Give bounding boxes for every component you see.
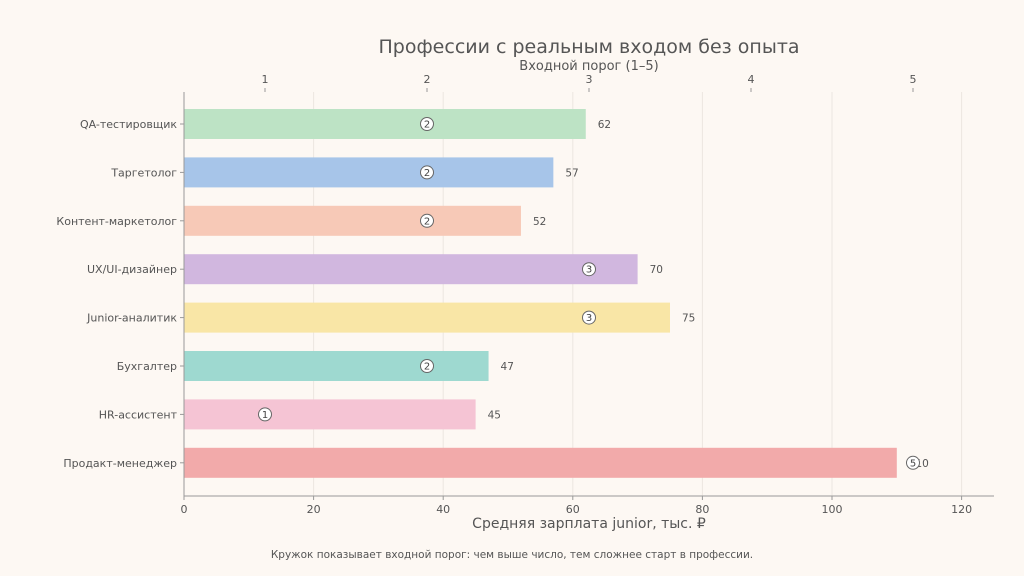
value-label: 45	[488, 409, 501, 421]
top-axis-tick-label: 1	[262, 73, 269, 86]
category-label: Бухгалтер	[117, 360, 177, 373]
bar	[184, 157, 554, 188]
top-axis-tick-label: 5	[910, 73, 917, 86]
x-tick-label: 20	[307, 503, 321, 516]
category-label: Продакт-менеджер	[63, 457, 177, 470]
x-tick-label: 0	[181, 503, 188, 516]
bar	[184, 109, 586, 139]
value-label: 52	[533, 216, 546, 228]
bar-group: Таргетолог 57 2	[110, 157, 579, 188]
category-label: HR-ассистент	[99, 408, 178, 421]
top-axis-tick-label: 4	[748, 73, 755, 86]
threshold-label: 2	[424, 120, 430, 131]
threshold-label: 3	[586, 313, 592, 324]
bar	[184, 302, 670, 333]
threshold-label: 2	[424, 168, 430, 179]
threshold-bubble	[582, 262, 596, 277]
grid	[183, 92, 963, 496]
bar-group: QA-тестировщик 62 2	[80, 109, 611, 139]
value-label: 70	[650, 264, 663, 276]
bar-group: Junior-аналитик 75 3	[86, 302, 695, 333]
bar-group: UX/UI-дизайнер 70 3	[87, 254, 663, 285]
bar	[184, 254, 638, 285]
value-label: 75	[682, 313, 695, 325]
x-tick-label: 120	[951, 503, 972, 516]
bar	[184, 447, 897, 478]
threshold-label: 2	[424, 216, 430, 227]
threshold-label: 1	[262, 410, 268, 421]
x-tick-label: 80	[695, 503, 709, 516]
footnote: Кружок показывает входной порог: чем выш…	[271, 549, 753, 561]
category-label: QA-тестировщик	[80, 118, 177, 131]
category-label: UX/UI-дизайнер	[87, 263, 177, 276]
bar	[184, 399, 476, 430]
x-tick-label: 40	[436, 503, 450, 516]
category-label: Таргетолог	[110, 166, 177, 179]
threshold-bubble	[420, 213, 434, 228]
threshold-bubble	[420, 165, 434, 180]
threshold-bubble	[420, 359, 434, 373]
top-axis-tick-label: 2	[424, 73, 431, 86]
bar-group: HR-ассистент 45 1	[99, 399, 501, 430]
category-label: Junior-аналитик	[86, 312, 177, 325]
top-axis: 1 2 3 4 5	[262, 73, 917, 92]
value-label: 62	[598, 119, 611, 131]
threshold-bubble	[906, 455, 920, 470]
x-axis: 0 20 40 60 80 100 120	[181, 92, 994, 516]
threshold-label: 2	[424, 362, 430, 373]
value-label: 57	[565, 167, 578, 179]
x-axis-label: Средняя зарплата junior, тыс. ₽	[472, 516, 706, 532]
threshold-label: 5	[910, 458, 916, 469]
top-axis-label: Входной порог (1–5)	[519, 59, 658, 74]
threshold-bubble	[582, 310, 596, 325]
value-label: 47	[501, 361, 514, 373]
bar	[184, 205, 521, 236]
threshold-label: 3	[586, 265, 592, 276]
bar	[184, 351, 489, 381]
threshold-bubble	[420, 117, 434, 131]
bar-group: Контент-маркетолог 52 2	[56, 205, 546, 236]
bar-group: Продакт-менеджер1105	[63, 447, 929, 478]
threshold-bubble	[258, 407, 272, 422]
top-axis-tick-label: 3	[586, 73, 593, 86]
chart-title: Профессии с реальным входом без опыта	[378, 36, 799, 58]
bar-group: Бухгалтер 47 2	[117, 351, 514, 381]
x-tick-label: 100	[822, 503, 843, 516]
category-label: Контент-маркетолог	[56, 215, 177, 228]
x-tick-label: 60	[566, 503, 580, 516]
